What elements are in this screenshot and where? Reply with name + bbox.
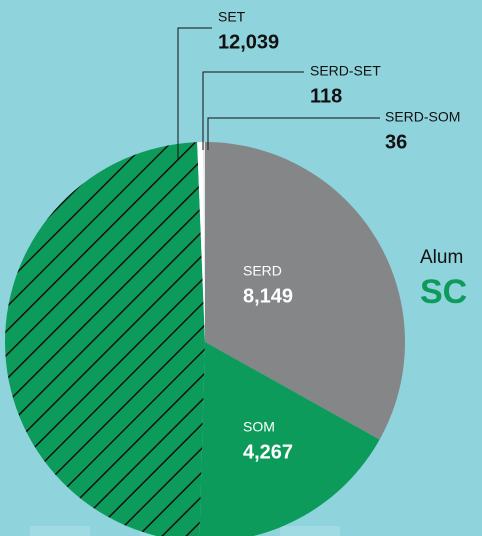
annotation: SC [420,273,467,311]
slice-label: SERD [243,263,282,279]
leader-line [177,27,212,160]
pie-slice [197,142,205,342]
value-label: 12,039 [218,31,279,53]
value-label: 36 [385,131,407,153]
value-label: 118 [310,85,342,107]
pie-slice [5,142,205,536]
slice-label: SERD-SOM [385,109,460,125]
slice-label: SET [218,9,246,25]
pie-slice [199,342,380,536]
leader-line [202,71,304,150]
pie-slice [203,142,205,342]
value-label: 8,149 [243,285,293,307]
pie [5,142,405,536]
pie-slice [205,142,405,440]
slice-label: SERD-SET [310,63,381,79]
value-label: 4,267 [243,441,293,463]
annotation: Alum [420,247,463,268]
leader-line [207,117,380,150]
slice-label: SOM [243,419,275,435]
